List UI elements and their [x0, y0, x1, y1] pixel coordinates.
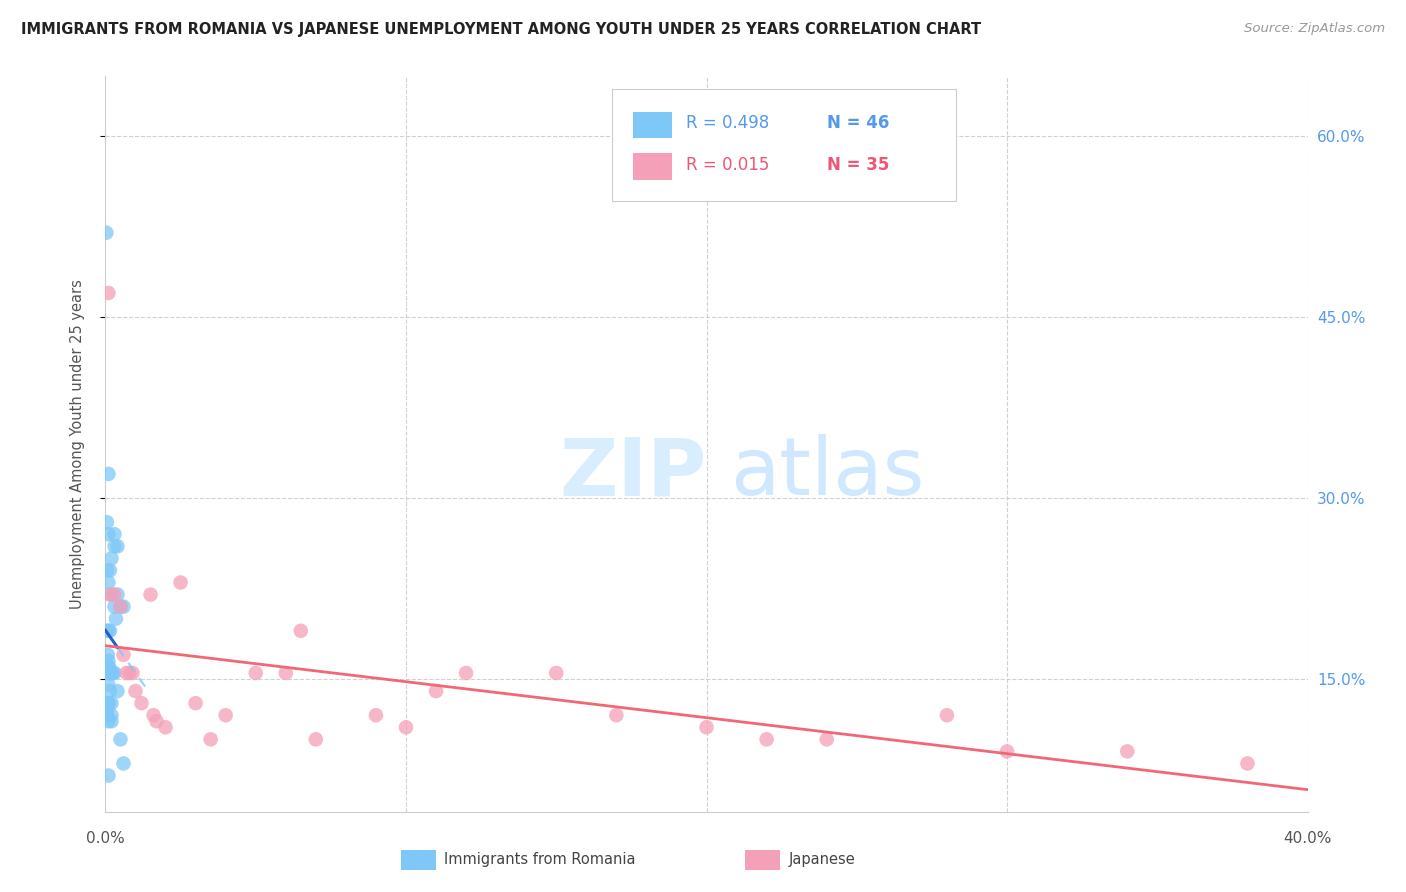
Point: [97, 696, 120, 710]
Point: [274, 665, 297, 680]
Point: [103, 527, 125, 541]
Point: [101, 665, 124, 680]
Point: [97, 527, 120, 541]
Point: [142, 708, 165, 723]
Point: [98, 564, 121, 578]
Point: [112, 756, 135, 771]
Point: [245, 665, 267, 680]
Point: [96, 708, 118, 723]
Point: [110, 599, 132, 614]
Point: [184, 696, 207, 710]
Point: [107, 588, 129, 602]
Point: [200, 732, 222, 747]
Point: [103, 588, 125, 602]
Text: atlas: atlas: [731, 434, 925, 512]
Point: [97, 696, 120, 710]
Point: [97, 654, 120, 668]
Point: [100, 551, 122, 566]
Y-axis label: Unemployment Among Youth under 25 years: Unemployment Among Youth under 25 years: [70, 279, 84, 608]
Point: [995, 744, 1018, 758]
Text: N = 35: N = 35: [827, 156, 889, 174]
Text: 40.0%: 40.0%: [1284, 831, 1331, 846]
Point: [97, 696, 120, 710]
Point: [169, 575, 191, 590]
Point: [107, 539, 129, 553]
Point: [96, 564, 118, 578]
Point: [100, 714, 122, 729]
Point: [364, 708, 387, 723]
Point: [98, 588, 121, 602]
Point: [815, 732, 838, 747]
Point: [107, 684, 129, 698]
Text: Japanese: Japanese: [789, 853, 855, 867]
Point: [96, 515, 118, 529]
Point: [98, 665, 121, 680]
Point: [100, 665, 122, 680]
Point: [97, 575, 120, 590]
Point: [103, 599, 125, 614]
Point: [96, 624, 118, 638]
Point: [97, 665, 120, 680]
Point: [96, 702, 118, 716]
Point: [104, 612, 127, 626]
Text: 0.0%: 0.0%: [86, 831, 125, 846]
Point: [546, 665, 568, 680]
Text: ZIP: ZIP: [560, 434, 707, 512]
Point: [155, 720, 177, 734]
Point: [97, 285, 120, 300]
Point: [97, 467, 120, 481]
Point: [131, 696, 153, 710]
Point: [124, 684, 146, 698]
Point: [110, 732, 132, 747]
Point: [97, 660, 120, 674]
Point: [139, 588, 162, 602]
Point: [97, 624, 120, 638]
Point: [96, 708, 118, 723]
Point: [755, 732, 778, 747]
Point: [118, 665, 141, 680]
Point: [103, 665, 125, 680]
Text: Immigrants from Romania: Immigrants from Romania: [444, 853, 636, 867]
Point: [110, 599, 132, 614]
Point: [97, 678, 120, 692]
Point: [145, 714, 167, 729]
Point: [97, 648, 120, 662]
Point: [112, 648, 135, 662]
Point: [103, 539, 125, 553]
Point: [97, 714, 120, 729]
Point: [100, 588, 122, 602]
Point: [290, 624, 312, 638]
Text: R = 0.015: R = 0.015: [686, 156, 769, 174]
Point: [121, 665, 143, 680]
Point: [605, 708, 627, 723]
Point: [454, 665, 477, 680]
Text: Source: ZipAtlas.com: Source: ZipAtlas.com: [1244, 22, 1385, 36]
Point: [100, 708, 122, 723]
Point: [1116, 744, 1139, 758]
Point: [936, 708, 959, 723]
Point: [696, 720, 718, 734]
Text: IMMIGRANTS FROM ROMANIA VS JAPANESE UNEMPLOYMENT AMONG YOUTH UNDER 25 YEARS CORR: IMMIGRANTS FROM ROMANIA VS JAPANESE UNEM…: [21, 22, 981, 37]
Point: [98, 624, 121, 638]
Point: [214, 708, 236, 723]
Text: N = 46: N = 46: [827, 114, 889, 132]
Point: [98, 660, 121, 674]
Point: [425, 684, 447, 698]
Point: [96, 702, 118, 716]
Text: R = 0.498: R = 0.498: [686, 114, 769, 132]
Point: [112, 599, 135, 614]
Point: [1236, 756, 1258, 771]
Point: [98, 684, 121, 698]
Point: [100, 696, 122, 710]
Point: [96, 226, 118, 240]
Point: [97, 768, 120, 782]
Point: [395, 720, 418, 734]
Point: [305, 732, 328, 747]
Point: [115, 665, 138, 680]
